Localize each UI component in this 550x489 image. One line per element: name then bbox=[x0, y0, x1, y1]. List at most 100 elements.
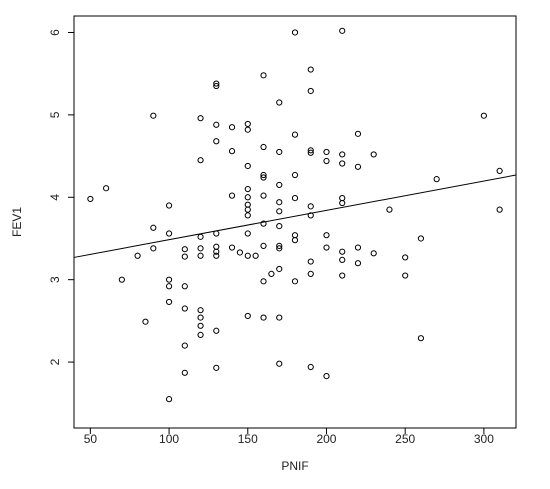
point bbox=[386, 206, 393, 213]
point bbox=[244, 252, 251, 259]
point bbox=[197, 157, 204, 164]
point bbox=[181, 305, 188, 312]
point bbox=[244, 120, 251, 128]
point bbox=[213, 82, 220, 90]
point bbox=[323, 157, 330, 165]
point bbox=[213, 248, 220, 255]
point bbox=[276, 360, 283, 367]
point bbox=[339, 256, 346, 264]
point bbox=[197, 314, 204, 321]
point bbox=[181, 342, 188, 349]
y-tick-label: 6 bbox=[48, 29, 62, 36]
point bbox=[142, 318, 149, 325]
y-tick-label: 2 bbox=[48, 358, 62, 365]
point bbox=[291, 171, 299, 179]
point bbox=[118, 276, 125, 283]
point bbox=[260, 192, 267, 199]
point bbox=[276, 181, 283, 189]
x-tick-label: 150 bbox=[238, 432, 258, 446]
point bbox=[197, 331, 204, 338]
point bbox=[181, 246, 188, 253]
point bbox=[260, 278, 267, 285]
point bbox=[370, 151, 377, 158]
plot-box bbox=[73, 15, 517, 429]
point bbox=[213, 138, 220, 145]
point bbox=[197, 252, 204, 259]
point bbox=[260, 72, 267, 79]
point bbox=[354, 163, 362, 170]
point bbox=[307, 363, 314, 371]
point bbox=[260, 314, 267, 321]
point bbox=[496, 167, 503, 175]
point bbox=[244, 201, 251, 208]
point bbox=[323, 148, 330, 156]
point bbox=[307, 270, 314, 278]
point bbox=[417, 335, 425, 342]
point bbox=[260, 143, 267, 151]
x-tick-label: 200 bbox=[316, 432, 336, 446]
point bbox=[339, 248, 346, 255]
point bbox=[276, 245, 283, 252]
point bbox=[213, 252, 220, 259]
point bbox=[213, 121, 220, 128]
point bbox=[213, 80, 220, 87]
point bbox=[339, 272, 346, 279]
point bbox=[307, 147, 314, 154]
point bbox=[323, 372, 330, 380]
point bbox=[268, 270, 275, 278]
point bbox=[181, 369, 188, 376]
y-tick-label: 5 bbox=[48, 111, 62, 118]
point bbox=[244, 212, 251, 219]
point bbox=[276, 208, 283, 215]
point bbox=[87, 195, 94, 203]
point bbox=[150, 112, 157, 119]
point bbox=[244, 206, 251, 213]
point bbox=[150, 224, 157, 231]
x-tick-label: 50 bbox=[84, 432, 98, 446]
point bbox=[370, 250, 377, 257]
point bbox=[236, 249, 244, 256]
point bbox=[307, 258, 314, 265]
x-tick-label: 300 bbox=[474, 432, 494, 446]
point bbox=[480, 112, 487, 119]
point bbox=[244, 194, 251, 201]
point bbox=[228, 244, 236, 251]
point bbox=[354, 244, 362, 251]
point bbox=[402, 272, 409, 279]
point bbox=[354, 130, 362, 137]
point bbox=[339, 160, 346, 167]
point bbox=[228, 124, 236, 131]
point bbox=[323, 244, 330, 251]
x-tick-label: 100 bbox=[159, 432, 179, 446]
point bbox=[354, 260, 362, 267]
point bbox=[339, 199, 346, 207]
point bbox=[291, 237, 299, 244]
point bbox=[134, 252, 141, 259]
point bbox=[307, 66, 314, 73]
point bbox=[260, 242, 267, 249]
point bbox=[433, 176, 440, 183]
point bbox=[260, 174, 267, 181]
point bbox=[402, 254, 409, 261]
point bbox=[228, 148, 236, 155]
point bbox=[276, 199, 283, 206]
point bbox=[291, 195, 299, 202]
point bbox=[165, 202, 173, 209]
point bbox=[181, 253, 188, 260]
point bbox=[496, 206, 503, 213]
point bbox=[291, 131, 299, 138]
point bbox=[103, 185, 110, 192]
point bbox=[291, 29, 299, 36]
point bbox=[276, 314, 283, 321]
x-tick-label: 250 bbox=[395, 432, 415, 446]
point bbox=[213, 243, 220, 250]
regression-line bbox=[73, 174, 517, 258]
point bbox=[197, 115, 204, 122]
point bbox=[252, 252, 259, 259]
point bbox=[197, 233, 204, 240]
point bbox=[228, 192, 236, 199]
point bbox=[339, 151, 346, 158]
point bbox=[197, 245, 204, 252]
y-tick-label: 4 bbox=[48, 194, 62, 201]
